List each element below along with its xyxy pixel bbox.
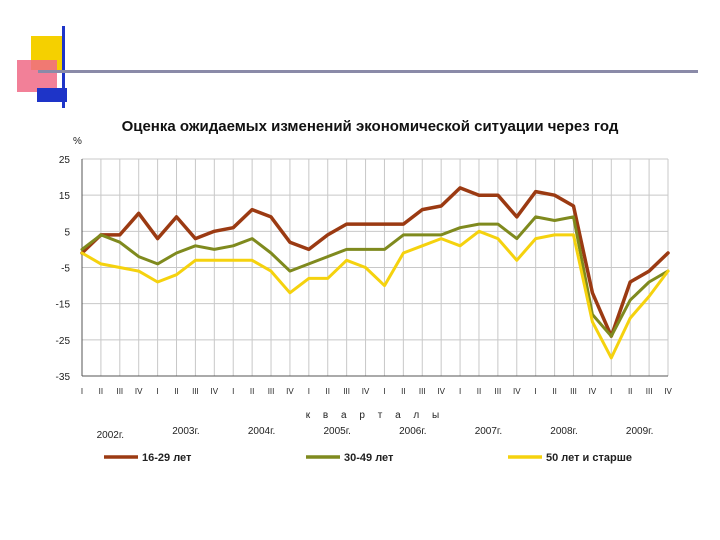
y-tick-label: 5	[64, 227, 70, 238]
legend-label: 50 лет и старше	[546, 452, 632, 464]
y-tick-label: -15	[56, 300, 71, 311]
year-label: 2005г.	[323, 426, 350, 437]
series-line	[80, 186, 670, 338]
y-tick-label: 25	[59, 155, 71, 166]
y-tick-labels: 25 15 5 -5 -15 -25 -35	[56, 155, 71, 383]
y-tick-label: -35	[56, 372, 71, 383]
x-tick-label: II	[628, 387, 632, 396]
decor-horizontal-rule	[38, 70, 698, 73]
x-tick-label: III	[343, 387, 350, 396]
x-tick-label: III	[192, 387, 199, 396]
x-tick-label: II	[174, 387, 178, 396]
x-tick-label: I	[459, 387, 461, 396]
year-label: 2002г.	[97, 430, 124, 441]
decor-pink-square	[17, 60, 57, 92]
year-labels: 2002г. 2003г. 2004г. 2005г. 2006г. 2007г. 2008…	[97, 426, 654, 441]
x-tick-label: II	[401, 387, 405, 396]
y-axis-unit-label: %	[73, 136, 82, 147]
x-tick-label: II	[326, 387, 330, 396]
axes	[81, 159, 668, 377]
x-tick-label: III	[116, 387, 123, 396]
x-tick-label: II	[477, 387, 481, 396]
legend-label: 30-49 лет	[344, 452, 394, 464]
x-tick-label: IV	[589, 387, 597, 396]
x-tick-label: I	[610, 387, 612, 396]
y-tick-label: 15	[59, 191, 71, 202]
x-tick-label: IV	[437, 387, 445, 396]
x-tick-label: IV	[135, 387, 143, 396]
year-label: 2003г.	[172, 426, 199, 437]
legend: 16-29 лет 30-49 лет 50 лет и старше	[104, 452, 632, 464]
x-tick-label: IV	[664, 387, 672, 396]
decor-blue-bar	[37, 88, 67, 102]
x-tick-label: III	[419, 387, 426, 396]
x-axis-label: к в а р т а л ы	[306, 410, 444, 421]
series-lines	[80, 186, 670, 360]
x-tick-label: III	[570, 387, 577, 396]
series-line	[80, 229, 670, 360]
year-label: 2009г.	[626, 426, 653, 437]
decor-vertical-rule	[62, 26, 65, 108]
year-label: 2006г.	[399, 426, 426, 437]
x-tick-label: IV	[286, 387, 294, 396]
y-tick-label: -5	[61, 264, 70, 275]
x-tick-label: I	[383, 387, 385, 396]
x-tick-label: IV	[211, 387, 219, 396]
x-tick-label: III	[495, 387, 502, 396]
x-tick-label: II	[250, 387, 254, 396]
year-label: 2008г.	[550, 426, 577, 437]
x-tick-label: IV	[513, 387, 521, 396]
x-tick-label: III	[268, 387, 275, 396]
x-tick-labels: I II III IV I II III IV I II III IV I II III IV I II III IV…	[81, 387, 673, 396]
series-line	[80, 215, 670, 338]
x-tick-label: I	[535, 387, 537, 396]
y-tick-label: -25	[56, 336, 71, 347]
x-tick-label: IV	[362, 387, 370, 396]
legend-label: 16-29 лет	[142, 452, 192, 464]
x-tick-label: I	[308, 387, 310, 396]
x-tick-label: I	[156, 387, 158, 396]
year-label: 2007г.	[475, 426, 502, 437]
chart-title: Оценка ожидаемых изменений экономической…	[122, 118, 619, 135]
x-tick-label: I	[81, 387, 83, 396]
x-tick-label: II	[99, 387, 103, 396]
year-label: 2004г.	[248, 426, 275, 437]
x-tick-label: I	[232, 387, 234, 396]
slide-decoration	[17, 26, 698, 108]
x-tick-label: III	[646, 387, 653, 396]
x-tick-label: II	[552, 387, 556, 396]
